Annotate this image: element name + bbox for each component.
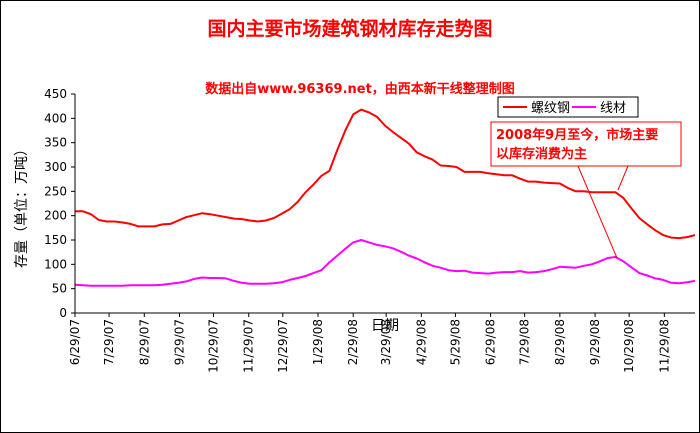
- annotation-box: [490, 121, 682, 167]
- annotation-pointer-rebar: [617, 165, 629, 191]
- y-tick-label: 350: [44, 136, 67, 150]
- x-tick-label: 6/29/07: [68, 319, 82, 365]
- x-tick-label: 7/29/07: [102, 319, 116, 365]
- x-tick-label: 9/29/08: [588, 319, 602, 365]
- x-tick-label: 11/29/07: [242, 319, 256, 373]
- y-tick-label: 300: [44, 160, 67, 174]
- annotation-line-1: 2008年9月至今，市场主要: [496, 127, 658, 143]
- y-tick-label: 0: [59, 306, 67, 320]
- x-tick-label: 6/29/08: [484, 319, 498, 365]
- annotation-callout: 2008年9月至今，市场主要 以库存消费为主: [490, 121, 682, 259]
- y-tick-label: 250: [44, 184, 67, 198]
- x-tick-label: 8/29/07: [137, 319, 151, 365]
- annotation-pointer-wire: [577, 165, 618, 259]
- x-axis-label: 日期: [371, 318, 399, 334]
- x-tick-label: 12/29/07: [276, 319, 290, 373]
- legend-label-rebar: 螺纹钢: [531, 101, 570, 116]
- series-line-0: [75, 108, 696, 240]
- x-tick-label: 3/29/08: [379, 319, 393, 365]
- legend-box: [497, 96, 639, 118]
- y-axis-label: 存量（单位：万吨）: [14, 142, 30, 268]
- chart-title: 国内主要市场建筑钢材库存走势图: [207, 18, 493, 40]
- x-tick-label: 5/29/08: [448, 319, 462, 365]
- legend-label-wire: 线材: [600, 101, 626, 116]
- y-tick-label: 400: [44, 111, 67, 125]
- x-tick-label: 1/29/08: [311, 319, 325, 365]
- y-tick-label: 200: [44, 209, 67, 223]
- x-tick-label: 8/29/08: [553, 319, 567, 365]
- chart-subtitle: 数据出自www.96369.net，由西本新干线整理制图: [205, 82, 515, 97]
- y-tick-label: 50: [52, 282, 67, 296]
- x-tick-label: 11/29/08: [657, 319, 671, 373]
- x-tick-label: 7/29/08: [518, 319, 532, 365]
- legend: 螺纹钢 线材: [497, 96, 639, 118]
- y-tick-label: 450: [44, 87, 67, 101]
- y-tick-label: 100: [44, 257, 67, 271]
- x-tick-label: 2/29/08: [346, 319, 360, 365]
- series-line-1: [74, 239, 696, 287]
- x-tick-label: 10/29/08: [622, 319, 636, 373]
- y-tick-label: 150: [44, 233, 67, 247]
- annotation-line-2: 以库存消费为主: [496, 146, 587, 162]
- x-tick-label: 10/29/07: [207, 319, 221, 373]
- x-tick-label: 4/29/08: [414, 319, 428, 365]
- x-tick-label: 9/29/07: [172, 319, 186, 365]
